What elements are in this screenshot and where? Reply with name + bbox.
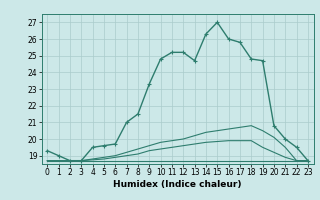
X-axis label: Humidex (Indice chaleur): Humidex (Indice chaleur): [113, 180, 242, 189]
